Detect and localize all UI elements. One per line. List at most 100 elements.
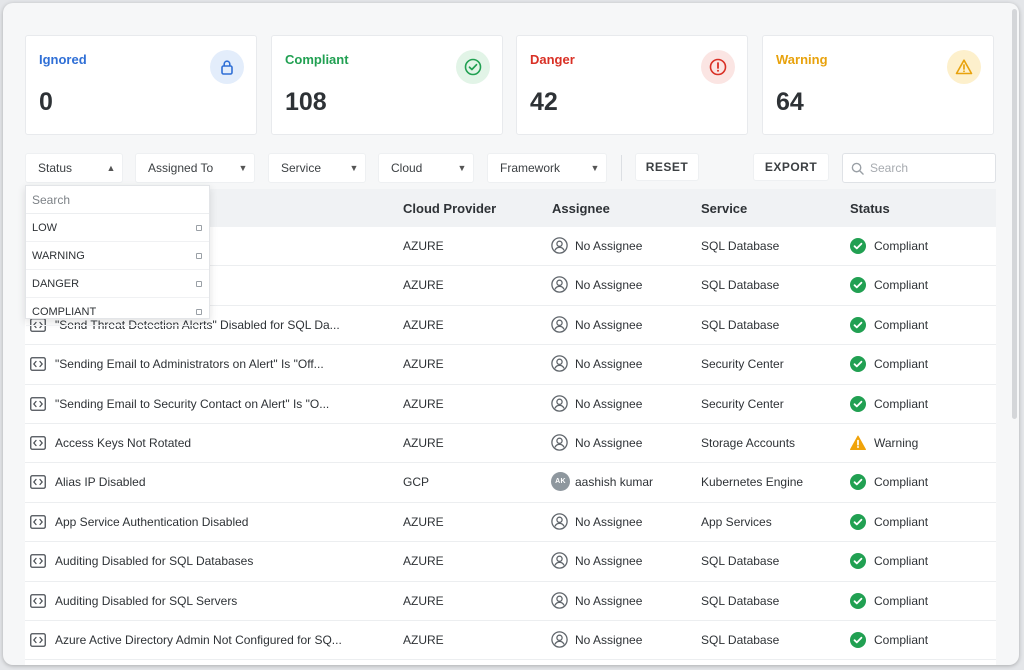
rule-name[interactable]: "Sending Email to Administrators on Aler… bbox=[55, 357, 324, 372]
user-icon bbox=[551, 276, 568, 294]
checkbox-icon[interactable] bbox=[196, 225, 202, 231]
user-icon bbox=[551, 552, 568, 569]
service: App Services bbox=[701, 514, 772, 529]
assignee[interactable]: No Assignee bbox=[575, 633, 643, 647]
header-cloud-provider[interactable]: Cloud Provider bbox=[403, 201, 497, 216]
app-window: Ignored 0 Compliant 108 Danger 42 Warnin… bbox=[3, 3, 1019, 665]
table-row[interactable]: App Service Authentication Disabled AZURE… bbox=[25, 503, 996, 543]
header-service[interactable]: Service bbox=[701, 201, 748, 216]
rule-name[interactable]: "Sending Email to Security Contact on Al… bbox=[55, 396, 330, 411]
filter-cloud[interactable]: Cloud ▼ bbox=[378, 153, 474, 183]
search-box[interactable] bbox=[842, 153, 996, 183]
assignee[interactable]: No Assignee bbox=[575, 239, 643, 253]
assignee[interactable]: No Assignee bbox=[575, 436, 643, 450]
dropdown-search-input[interactable]: Search bbox=[26, 186, 209, 214]
dropdown-option-danger[interactable]: DANGER bbox=[26, 270, 209, 298]
chevron-down-icon: ▼ bbox=[349, 163, 359, 173]
rule-name[interactable]: "Send Threat Detection Alerts" Disabled … bbox=[55, 317, 340, 332]
assignee[interactable]: No Assignee bbox=[575, 514, 643, 529]
search-input[interactable] bbox=[870, 161, 990, 175]
checkbox-icon[interactable] bbox=[196, 309, 202, 315]
checkbox-icon[interactable] bbox=[196, 253, 202, 259]
card-warning[interactable]: Warning 64 bbox=[762, 35, 994, 135]
filter-assigned-to[interactable]: Assigned To ▼ bbox=[135, 153, 255, 183]
assignee[interactable]: No Assignee bbox=[575, 317, 643, 332]
assignee[interactable]: No Assignee bbox=[575, 593, 643, 608]
dropdown-option-low[interactable]: LOW bbox=[26, 214, 209, 242]
filter-service[interactable]: Service ▼ bbox=[268, 153, 366, 183]
assignee[interactable]: No Assignee bbox=[575, 357, 643, 372]
rule-name[interactable]: Auditing Disabled for SQL Databases bbox=[55, 554, 254, 569]
status: Compliant bbox=[874, 514, 929, 529]
rule-name[interactable]: Access Keys Not Rotated bbox=[55, 436, 192, 450]
chevron-down-icon: ▼ bbox=[457, 163, 467, 173]
user-icon bbox=[551, 316, 568, 333]
cloud-provider: AZURE bbox=[403, 357, 444, 372]
export-button[interactable]: EXPORT bbox=[753, 153, 829, 181]
user-icon bbox=[551, 394, 568, 412]
scrollbar[interactable] bbox=[1012, 9, 1017, 419]
status-dropdown: Search LOW WARNING DANGER COMPLIANT bbox=[25, 185, 210, 326]
reset-button[interactable]: RESET bbox=[635, 153, 699, 181]
filter-status[interactable]: Status ▲ bbox=[25, 153, 123, 183]
header-assignee[interactable]: Assignee bbox=[552, 201, 610, 216]
check-circle-icon bbox=[850, 356, 866, 373]
table-row[interactable]: "Sending Email to Security Contact on Al… bbox=[25, 385, 996, 424]
assignee[interactable]: No Assignee bbox=[575, 554, 643, 569]
table-row[interactable]: Auditing Disabled for SQL Servers AZURE No… bbox=[25, 582, 996, 621]
code-icon bbox=[30, 396, 46, 411]
check-circle-icon bbox=[850, 238, 866, 254]
dropdown-option-compliant[interactable]: COMPLIANT bbox=[26, 298, 209, 326]
service: Security Center bbox=[701, 357, 784, 372]
rule-name[interactable]: Auditing Disabled for SQL Servers bbox=[55, 593, 238, 608]
card-ignored[interactable]: Ignored 0 bbox=[25, 35, 257, 135]
table-row[interactable]: "Send Threat Detection Alerts" Disabled … bbox=[25, 306, 996, 346]
user-icon bbox=[551, 591, 568, 609]
card-title: Ignored bbox=[39, 52, 87, 67]
user-icon bbox=[551, 631, 568, 648]
code-icon bbox=[30, 554, 46, 569]
assignee[interactable]: aashish kumar bbox=[575, 475, 654, 490]
cloud-provider: AZURE bbox=[403, 554, 444, 569]
check-circle-icon bbox=[850, 513, 866, 530]
header-status[interactable]: Status bbox=[850, 201, 890, 216]
code-icon bbox=[30, 514, 46, 529]
status: Compliant bbox=[874, 317, 929, 332]
table-row[interactable]: Auditing Disabled for SQL Databases AZURE… bbox=[25, 542, 996, 582]
table-row[interactable]: Azure Active Directory Admin Not Configu… bbox=[25, 621, 996, 661]
assignee[interactable]: No Assignee bbox=[575, 278, 643, 293]
filter-framework[interactable]: Framework ▼ bbox=[487, 153, 607, 183]
lock-icon bbox=[210, 50, 244, 84]
chevron-up-icon: ▲ bbox=[106, 163, 116, 173]
cloud-provider: AZURE bbox=[403, 278, 444, 293]
user-icon bbox=[551, 355, 568, 372]
table-row[interactable]: "Sending Email to Administrators on Aler… bbox=[25, 345, 996, 385]
card-danger[interactable]: Danger 42 bbox=[516, 35, 748, 135]
assignee[interactable]: No Assignee bbox=[575, 396, 643, 411]
table-row[interactable]: Access Keys Not Rotated AZURE No Assignee S… bbox=[25, 424, 996, 464]
checkbox-icon[interactable] bbox=[196, 281, 202, 287]
code-icon bbox=[30, 593, 46, 608]
check-circle-icon bbox=[456, 50, 490, 84]
check-circle-icon bbox=[850, 553, 866, 570]
code-icon bbox=[30, 633, 46, 647]
service: SQL Database bbox=[701, 593, 780, 608]
card-value: 64 bbox=[776, 88, 804, 116]
code-icon bbox=[30, 357, 46, 372]
summary-cards: Ignored 0 Compliant 108 Danger 42 Warnin… bbox=[25, 35, 995, 135]
filter-assigned-to-label: Assigned To bbox=[148, 161, 214, 175]
card-compliant[interactable]: Compliant 108 bbox=[271, 35, 503, 135]
cloud-provider: GCP bbox=[403, 475, 430, 490]
dropdown-option-warning[interactable]: WARNING bbox=[26, 242, 209, 270]
rule-name[interactable]: App Service Authentication Disabled bbox=[55, 514, 249, 529]
rule-name[interactable]: Azure Active Directory Admin Not Configu… bbox=[55, 633, 342, 647]
cloud-provider: AZURE bbox=[403, 436, 444, 450]
table-row[interactable]: Alias IP Disabled GCP AK aashish kumar Kuber… bbox=[25, 463, 996, 503]
filter-bar: Status ▲ Assigned To ▼ Service ▼ Cloud ▼… bbox=[25, 153, 996, 185]
rule-name[interactable]: Alias IP Disabled bbox=[55, 475, 146, 490]
avatar: AK bbox=[551, 472, 570, 492]
card-title: Compliant bbox=[285, 52, 349, 67]
warning-triangle-icon bbox=[850, 435, 866, 451]
status: Compliant bbox=[874, 357, 929, 372]
code-icon bbox=[30, 436, 46, 450]
